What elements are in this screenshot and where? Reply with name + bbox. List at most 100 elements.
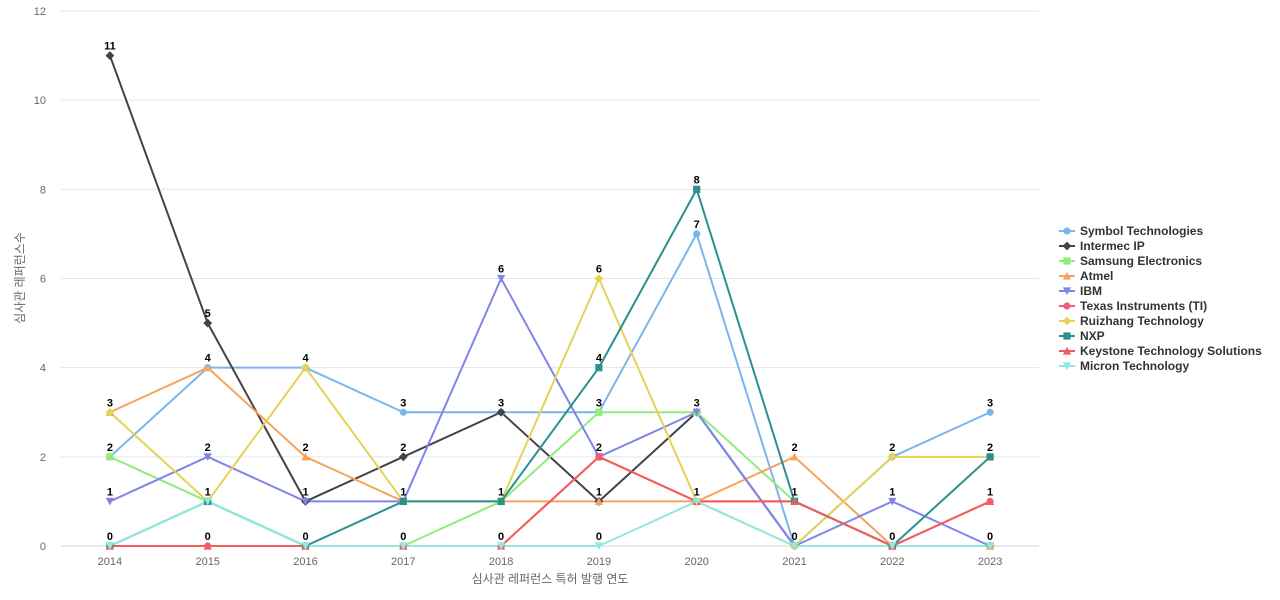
series-1-point [399, 408, 407, 416]
data-label: 1 [987, 486, 993, 498]
legend-label: Keystone Technology Solutions [1080, 344, 1262, 358]
x-tick-label: 2014 [98, 556, 122, 568]
data-label: 3 [694, 397, 700, 409]
series-10-point [692, 497, 701, 506]
data-label: 4 [302, 353, 309, 365]
data-label: 2 [791, 442, 797, 454]
data-label: 0 [498, 531, 504, 543]
x-axis-title: 심사관 레퍼런스 특허 발행 연도 [472, 571, 629, 586]
data-label: 1 [205, 486, 211, 498]
series-line-10 [109, 500, 991, 547]
data-label: 0 [205, 531, 211, 543]
series-5-point [105, 497, 114, 506]
data-label: 6 [596, 264, 602, 276]
legend-marker [1062, 287, 1072, 296]
data-label: 0 [107, 531, 113, 543]
legend-label: Atmel [1080, 269, 1113, 283]
series-2-point [398, 452, 408, 462]
data-label: 3 [400, 397, 406, 409]
series-2-point [496, 407, 506, 417]
series-7-point [887, 452, 897, 462]
y-tick-label: 0 [40, 541, 46, 553]
legend-item[interactable]: Intermec IP [1059, 239, 1145, 253]
data-label: 0 [791, 531, 797, 543]
legend-item[interactable]: IBM [1059, 284, 1102, 298]
data-label: 1 [596, 486, 602, 498]
series-3-point [595, 408, 603, 416]
series-8-point [595, 364, 603, 372]
series-8-point [399, 497, 407, 506]
series-2-point [105, 51, 115, 60]
x-tick-label: 2019 [587, 556, 611, 568]
data-label: 2 [302, 442, 308, 454]
series-4-point [594, 497, 603, 506]
legend-item[interactable]: Micron Technology [1059, 359, 1189, 373]
legend-marker [1063, 332, 1071, 340]
series-5-point [497, 274, 506, 283]
series-10-point [301, 542, 310, 551]
legend-item[interactable]: Samsung Electronics [1059, 254, 1202, 268]
y-tick-label: 8 [40, 184, 46, 196]
data-label: 2 [400, 442, 406, 454]
data-label: 1 [302, 486, 308, 498]
legend-item[interactable]: Atmel [1059, 269, 1113, 283]
x-tick-label: 2020 [684, 556, 708, 568]
series-line-9 [109, 455, 991, 547]
series-7-point [105, 407, 115, 417]
series-8-point [693, 185, 701, 193]
data-label: 3 [596, 397, 602, 409]
legend-marker [1063, 302, 1071, 310]
data-label: 2 [987, 442, 993, 454]
data-label: 2 [596, 442, 602, 454]
legend-marker [1063, 227, 1071, 235]
series-markers [105, 51, 995, 551]
data-label: 0 [302, 531, 308, 543]
series-10-point [888, 542, 897, 551]
x-tick-label: 2021 [782, 556, 806, 568]
series-10-point [399, 542, 408, 551]
series-8-point [497, 497, 505, 506]
legend-label: Intermec IP [1080, 239, 1145, 253]
data-label: 3 [498, 397, 504, 409]
series-5-point [301, 497, 310, 506]
series-line-7 [109, 277, 991, 547]
legend-marker [1062, 316, 1072, 326]
legend-item[interactable]: Symbol Technologies [1059, 224, 1203, 238]
series-10-point [790, 542, 799, 551]
legend-marker [1062, 346, 1072, 355]
series-1-point [986, 408, 994, 416]
data-label: 7 [694, 219, 700, 231]
data-labels: 11 3 2 1 0 5 4 2 1 0 4 2 1 0 3 2 1 0 6 3 1 0 6 4 3 2 1 0 8 7 3 1 2 1 0 2 1 0 3… [104, 41, 993, 543]
y-axis-ticks: 0 2 4 6 8 10 12 [34, 6, 46, 553]
series-10-point [497, 542, 506, 551]
series-4-point [203, 363, 212, 372]
data-label: 11 [104, 41, 116, 53]
series-10-point [203, 497, 212, 506]
series-4-point [790, 452, 799, 461]
y-tick-label: 4 [40, 363, 46, 375]
legend-label: Symbol Technologies [1080, 224, 1203, 238]
legend-item[interactable]: Keystone Technology Solutions [1059, 344, 1262, 358]
data-label: 1 [889, 486, 895, 498]
legend-label: Samsung Electronics [1080, 254, 1202, 268]
x-tick-label: 2015 [195, 556, 219, 568]
data-label: 3 [107, 397, 113, 409]
series-3-point [106, 453, 114, 461]
series-7-point [301, 363, 310, 373]
legend-item[interactable]: Ruizhang Technology [1059, 314, 1204, 328]
x-tick-label: 2023 [978, 556, 1002, 568]
x-axis-ticks: 2014 2015 2016 2017 2018 2019 2020 2021 2022 2023 [98, 556, 1003, 568]
series-5-point [692, 408, 701, 417]
data-label: 0 [987, 531, 993, 543]
legend-item[interactable]: Texas Instruments (TI) [1059, 299, 1207, 313]
x-tick-label: 2017 [391, 556, 415, 568]
data-label: 8 [694, 174, 700, 186]
series-7-point [594, 274, 604, 283]
legend-item[interactable]: NXP [1059, 329, 1105, 343]
data-label: 0 [596, 531, 602, 543]
legend-marker [1063, 257, 1071, 265]
series-1-point [693, 230, 701, 238]
series-9-point [203, 541, 212, 550]
series-2-point [203, 318, 213, 328]
